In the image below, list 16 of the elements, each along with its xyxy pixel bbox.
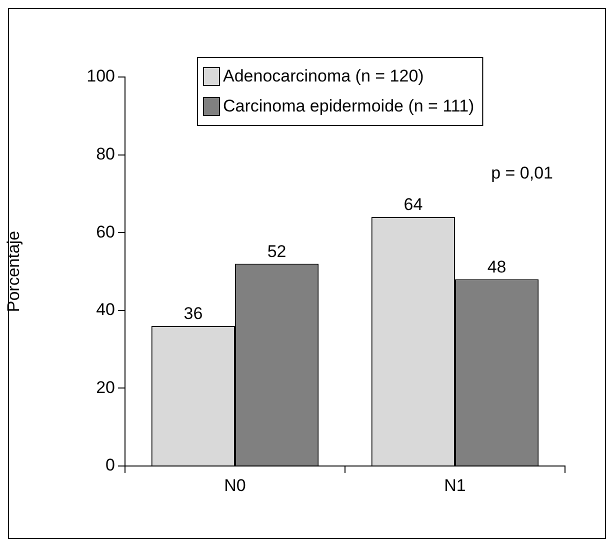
y-tick-label: 80 <box>96 144 115 164</box>
y-tick-label: 20 <box>96 378 115 397</box>
data-label: 64 <box>404 195 423 214</box>
y-tick-label: 0 <box>106 456 115 475</box>
data-label: 48 <box>487 257 506 276</box>
legend-label: Carcinoma epidermoide (n = 111) <box>223 96 474 116</box>
y-tick-label: 100 <box>86 66 115 86</box>
annotation: p = 0,01 <box>491 164 553 183</box>
x-tick-label: N1 <box>444 476 466 495</box>
x-tick-label: N0 <box>224 476 246 495</box>
legend-label: Adenocarcinoma (n = 120) <box>223 66 424 86</box>
data-label: 36 <box>184 304 203 324</box>
y-axis-title: Porcentaje <box>4 230 23 312</box>
y-tick-label: 40 <box>96 300 115 320</box>
y-tick-label: 60 <box>96 222 115 242</box>
data-label: 52 <box>267 242 286 261</box>
